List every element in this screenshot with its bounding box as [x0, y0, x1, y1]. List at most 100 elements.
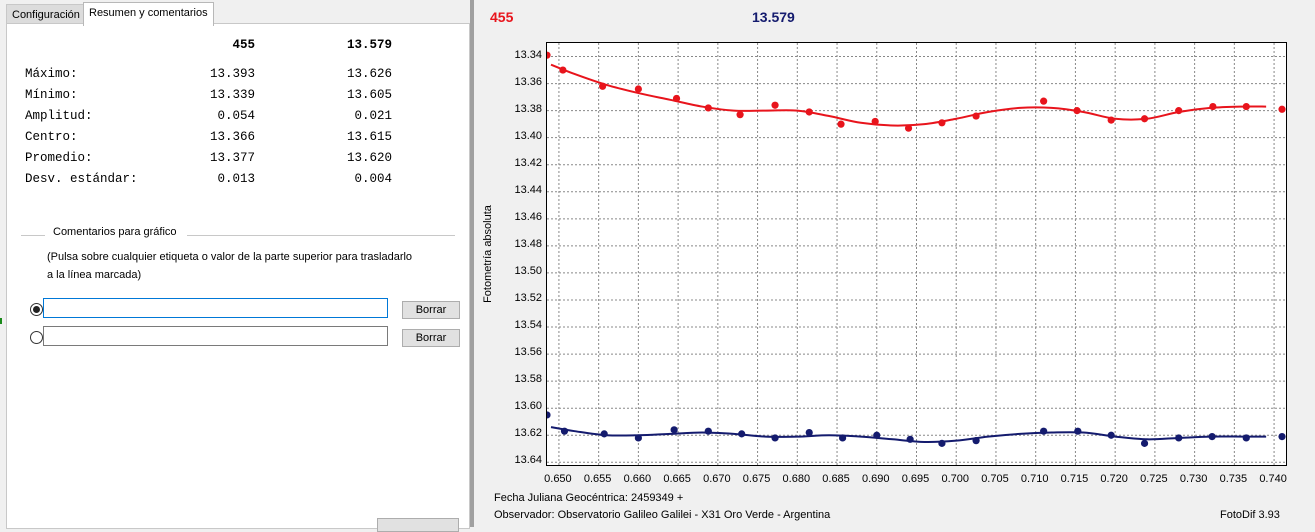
series2-data-point[interactable]	[670, 426, 678, 434]
series1-data-point[interactable]	[1278, 105, 1286, 113]
summary-label[interactable]: Máximo:	[25, 67, 78, 81]
series2-data-point[interactable]	[873, 431, 881, 439]
series2-data-point[interactable]	[634, 434, 642, 442]
series1-data-point[interactable]	[972, 112, 980, 120]
series1-data-point[interactable]	[559, 66, 567, 74]
y-tick-label: 13.34	[514, 48, 542, 61]
comment-line2-radio[interactable]	[30, 331, 43, 344]
series1-data-point[interactable]	[904, 124, 913, 132]
series1-data-point[interactable]	[1107, 116, 1115, 124]
tab-page-resumen: 455 13.579 Máximo: 13.393 13.626 Mínimo:…	[6, 23, 470, 532]
tab-resumen-y-comentarios[interactable]: Resumen y comentarios	[83, 2, 214, 26]
series2-data-point[interactable]	[547, 411, 551, 419]
summary-label[interactable]: Amplitud:	[25, 109, 93, 123]
summary-label[interactable]: Centro:	[25, 130, 78, 144]
series1-data-point[interactable]	[871, 117, 879, 126]
series1-data-point[interactable]	[1175, 107, 1183, 115]
panel-splitter[interactable]	[470, 0, 474, 527]
series1-data-point[interactable]	[837, 120, 845, 128]
y-tick-label: 13.48	[514, 237, 542, 250]
series2-data-point[interactable]	[560, 427, 569, 435]
x-tick-label: 0.705	[981, 473, 1009, 485]
lightcurve-plot[interactable]	[547, 43, 1286, 465]
x-tick-label: 0.685	[822, 473, 850, 485]
comment-line2-clear-button[interactable]: Borrar	[402, 329, 460, 347]
summary-value-series1[interactable]: 0.054	[217, 109, 255, 123]
series2-data-point[interactable]	[738, 430, 746, 438]
series1-data-point[interactable]	[805, 108, 813, 116]
summary-value-series2[interactable]: 0.004	[354, 172, 392, 186]
comment-line2-input[interactable]	[43, 326, 388, 346]
series2-data-point[interactable]	[771, 434, 779, 442]
y-tick-label: 13.64	[514, 454, 542, 467]
series1-data-point[interactable]	[1242, 102, 1250, 111]
summary-value-series2[interactable]: 13.605	[346, 88, 392, 102]
partial-bottom-button[interactable]	[377, 518, 459, 532]
series1-data-point[interactable]	[736, 111, 744, 119]
series2-data-point[interactable]	[1140, 439, 1149, 447]
series2-data-point[interactable]	[972, 437, 980, 445]
y-axis-label: Fotometría absoluta	[482, 205, 494, 303]
summary-value-series1[interactable]: 0.013	[217, 172, 255, 186]
series1-data-point[interactable]	[634, 85, 642, 93]
x-tick-label: 0.730	[1179, 473, 1208, 485]
x-tick-label: 0.725	[1140, 473, 1168, 485]
summary-value-series2[interactable]: 13.615	[346, 130, 392, 144]
series1-data-point[interactable]	[1073, 107, 1081, 115]
summary-value-series1[interactable]: 13.377	[209, 151, 255, 165]
series2-data-point[interactable]	[1278, 432, 1286, 441]
series2-data-point[interactable]	[839, 434, 847, 442]
series1-data-point[interactable]	[599, 82, 607, 90]
x-tick-label: 0.675	[742, 473, 771, 485]
series2-data-point[interactable]	[1175, 434, 1183, 442]
series2-data-point[interactable]	[805, 428, 813, 437]
series2-data-point[interactable]	[600, 430, 608, 438]
summary-header-series1: 455	[232, 38, 255, 52]
summary-value-series1[interactable]: 13.393	[209, 67, 255, 81]
series2-data-point[interactable]	[906, 435, 914, 443]
series1-data-point[interactable]	[1209, 102, 1217, 111]
series2-data-point[interactable]	[938, 439, 946, 447]
x-tick-label: 0.720	[1100, 473, 1128, 485]
comment-line1-input[interactable]	[43, 298, 388, 318]
x-tick-label: 0.660	[623, 473, 652, 485]
plot-area[interactable]	[546, 42, 1287, 466]
series2-data-point[interactable]	[1242, 434, 1250, 442]
series1-data-point[interactable]	[1040, 97, 1048, 105]
y-tick-label: 13.46	[514, 210, 542, 223]
y-tick-label: 13.36	[514, 75, 542, 88]
y-tick-label: 13.42	[514, 156, 542, 169]
summary-value-series2[interactable]: 0.021	[354, 109, 392, 123]
series2-data-point[interactable]	[1208, 432, 1216, 441]
groupbox-line-left	[21, 235, 45, 236]
comment-line1-radio[interactable]	[30, 303, 43, 316]
summary-value-series1[interactable]: 13.366	[209, 130, 255, 144]
summary-value-series1[interactable]: 13.339	[209, 88, 255, 102]
y-tick-label: 13.44	[514, 183, 542, 196]
x-tick-label: 0.655	[583, 473, 612, 485]
summary-label[interactable]: Promedio:	[25, 151, 93, 165]
y-tick-label: 13.50	[514, 264, 542, 277]
comment-line1-clear-button[interactable]: Borrar	[402, 301, 460, 319]
series1-data-point[interactable]	[771, 101, 779, 109]
series2-title[interactable]: 13.579	[752, 9, 795, 25]
series1-data-point[interactable]	[1140, 115, 1149, 123]
series1-data-point[interactable]	[938, 119, 946, 127]
series2-data-point[interactable]	[1040, 427, 1048, 435]
series1-data-point[interactable]	[547, 51, 551, 59]
series2-data-point[interactable]	[1074, 427, 1082, 435]
series1-data-point[interactable]	[672, 94, 681, 103]
tab-configuracion[interactable]: Configuración	[6, 4, 86, 25]
summary-value-series2[interactable]: 13.626	[346, 67, 392, 81]
series2-data-point[interactable]	[1107, 431, 1115, 439]
summary-label[interactable]: Desv. estándar:	[25, 172, 138, 186]
summary-label[interactable]: Mínimo:	[25, 88, 78, 102]
summary-value-series2[interactable]: 13.620	[346, 151, 392, 165]
series1-title[interactable]: 455	[490, 9, 514, 25]
series1-data-point[interactable]	[704, 104, 712, 112]
comments-hint-line1: (Pulsa sobre cualquier etiqueta o valor …	[47, 251, 413, 263]
y-tick-label: 13.58	[514, 373, 542, 386]
x-tick-label: 0.735	[1219, 473, 1248, 485]
series2-data-point[interactable]	[704, 427, 712, 435]
software-version-label: FotoDif 3.93	[1220, 509, 1280, 521]
